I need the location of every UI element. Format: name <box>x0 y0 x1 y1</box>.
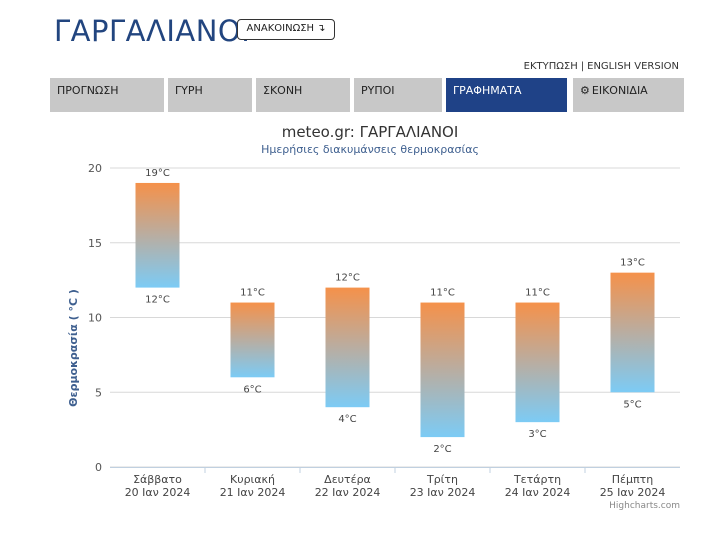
min-temp-label: 2°C <box>433 444 451 455</box>
data-labels: 19°C 12°C 11°C 6°C 12°C 4°C 11°C 2°C 11°C 3°C 13°C… <box>145 168 645 455</box>
print-link[interactable]: ΕΚΤΥΠΩΣΗ <box>523 61 578 72</box>
tab-label: ΣΚΟΝΗ <box>263 84 303 97</box>
min-temp-label: 3°C <box>528 429 546 440</box>
tab-icons[interactable]: ⚙ ΕΙΚΟΝΙΔΙΑ <box>573 78 684 112</box>
chart-subtitle: Ημερήσιες διακυμάνσεις θερμοκρασίας <box>261 143 479 156</box>
x-tick-date-label: 25 Ιαν 2024 <box>600 486 666 499</box>
max-temp-label: 11°C <box>240 288 265 299</box>
tab-label: ΓΡΑΦΗΜΑΤΑ <box>453 84 522 97</box>
min-temp-label: 6°C <box>243 384 261 395</box>
tab-charts[interactable]: ΓΡΑΦΗΜΑΤΑ <box>446 78 567 112</box>
x-tick-date-label: 20 Ιαν 2024 <box>125 486 191 499</box>
y-axis-label: Θερμοκρασία ( °C ) <box>67 289 80 407</box>
top-links: ΕΚΤΥΠΩΣΗ | ENGLISH VERSION <box>524 61 679 72</box>
max-temp-label: 13°C <box>620 258 645 269</box>
x-tick-date-label: 24 Ιαν 2024 <box>505 486 571 499</box>
temperature-range-bar[interactable] <box>610 272 655 393</box>
tab-pollen[interactable]: ΓΥΡΗ <box>168 78 252 112</box>
english-version-link[interactable]: ENGLISH VERSION <box>587 61 679 72</box>
tab-label: ΠΡΟΓΝΩΣΗ <box>57 84 119 97</box>
x-tick-date-label: 21 Ιαν 2024 <box>220 486 286 499</box>
y-tick-label: 15 <box>88 237 102 250</box>
temperature-range-bar[interactable] <box>420 302 465 438</box>
y-tick-label: 0 <box>95 461 102 474</box>
temperature-range-bar[interactable] <box>230 302 275 378</box>
x-tick-date-label: 22 Ιαν 2024 <box>315 486 381 499</box>
tab-label: ΕΙΚΟΝΙΔΙΑ <box>591 84 648 97</box>
y-tick-label: 20 <box>88 162 102 175</box>
plot-area <box>135 182 655 438</box>
tab-label: ΓΥΡΗ <box>175 84 203 97</box>
temperature-range-bar[interactable] <box>325 287 370 408</box>
y-tick-label: 10 <box>88 312 102 325</box>
tab-pollutants[interactable]: ΡΥΠΟΙ <box>354 78 442 112</box>
y-tick-label: 5 <box>95 386 102 399</box>
x-tick-day-label: Σάββατο <box>133 473 182 486</box>
x-tick-day-label: Τρίτη <box>426 473 458 486</box>
min-temp-label: 12°C <box>145 295 170 306</box>
temperature-chart: meteo.gr: ΓΑΡΓΑΛΙΑΝΟΙ Ημερήσιες διακυμάν… <box>67 123 680 511</box>
max-temp-label: 11°C <box>430 288 455 299</box>
min-temp-label: 4°C <box>338 414 356 425</box>
link-separator: | <box>580 61 585 72</box>
tab-dust[interactable]: ΣΚΟΝΗ <box>256 78 350 112</box>
chart-credits: Highcharts.com <box>609 501 680 511</box>
max-temp-label: 11°C <box>525 288 550 299</box>
temperature-range-bar[interactable] <box>135 182 180 288</box>
announcement-button[interactable]: ΑΝΑΚΟΙΝΩΣΗ ↴ <box>237 19 335 40</box>
x-tick-day-label: Δευτέρα <box>324 473 371 486</box>
max-temp-label: 19°C <box>145 168 170 179</box>
x-tick-day-label: Τετάρτη <box>513 473 561 486</box>
announcement-label: ΑΝΑΚΟΙΝΩΣΗ <box>246 23 315 34</box>
tab-label: ΡΥΠΟΙ <box>361 84 395 97</box>
tab-forecast[interactable]: ΠΡΟΓΝΩΣΗ <box>50 78 164 112</box>
arrow-down-icon: ↴ <box>317 23 326 34</box>
x-tick-day-label: Κυριακή <box>230 473 275 486</box>
x-tick-day-label: Πέμπτη <box>612 473 653 486</box>
x-tick-date-label: 23 Ιαν 2024 <box>410 486 476 499</box>
chart-title: meteo.gr: ΓΑΡΓΑΛΙΑΝΟΙ <box>282 123 459 141</box>
max-temp-label: 12°C <box>335 273 360 284</box>
temperature-range-bar[interactable] <box>515 302 560 423</box>
min-temp-label: 5°C <box>623 399 641 410</box>
gear-icon: ⚙ <box>580 84 590 97</box>
page-title: ΓΑΡΓΑΛΙΑΝΟΙ <box>54 14 251 48</box>
